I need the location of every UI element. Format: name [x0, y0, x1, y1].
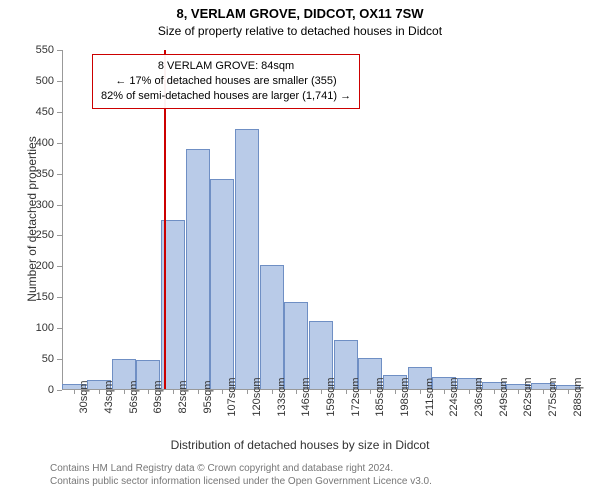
- histogram-bar: [284, 302, 308, 389]
- y-tick-label: 500: [36, 75, 54, 87]
- histogram-bar: [260, 265, 284, 389]
- histogram-bar: [186, 149, 210, 389]
- footer-line-1: Contains HM Land Registry data © Crown c…: [50, 462, 432, 475]
- chart-container: { "chart": { "type": "histogram", "title…: [0, 0, 600, 500]
- info-line-1: 8 VERLAM GROVE: 84sqm: [101, 59, 351, 74]
- y-axis-title: Number of detached properties: [25, 119, 39, 319]
- x-tick-label: 288sqm: [572, 377, 584, 416]
- y-tick-label: 50: [42, 353, 54, 365]
- chart-title-main: 8, VERLAM GROVE, DIDCOT, OX11 7SW: [0, 6, 600, 21]
- x-tick-label: 275sqm: [547, 377, 559, 416]
- y-tick-label: 550: [36, 44, 54, 56]
- info-line-2: ← 17% of detached houses are smaller (35…: [101, 74, 351, 89]
- info-line-3: 82% of semi-detached houses are larger (…: [101, 89, 351, 104]
- footer-text: Contains HM Land Registry data © Crown c…: [50, 462, 432, 488]
- y-tick-label: 100: [36, 322, 54, 334]
- chart-title-sub: Size of property relative to detached ho…: [0, 24, 600, 38]
- histogram-bar: [235, 129, 259, 389]
- y-tick-label: 0: [48, 384, 54, 396]
- x-axis-title: Distribution of detached houses by size …: [0, 438, 600, 452]
- footer-line-2: Contains public sector information licen…: [50, 475, 432, 488]
- info-box: 8 VERLAM GROVE: 84sqm ← 17% of detached …: [92, 54, 360, 109]
- y-tick-label: 450: [36, 106, 54, 118]
- histogram-bar: [210, 179, 234, 389]
